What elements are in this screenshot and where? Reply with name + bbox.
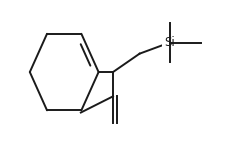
Text: Si: Si (163, 36, 174, 49)
